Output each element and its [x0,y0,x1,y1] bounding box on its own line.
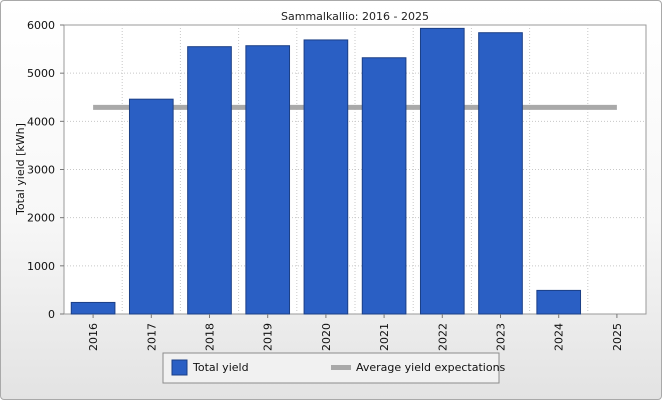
legend-label-average-yield: Average yield expectations [356,361,506,374]
bar-2017 [128,98,174,315]
x-tick-label: 2024 [553,323,566,351]
x-tick-label: 2021 [378,323,391,351]
chart-title: Sammalkallio: 2016 - 2025 [281,10,429,23]
bar-2022 [419,27,465,315]
legend-swatch-total-yield [171,359,188,376]
legend-swatch-average-yield [331,365,351,370]
y-tick-label: 3000 [27,164,55,177]
bar-2019 [245,45,291,315]
y-axis-label: Total yield [kWh] [14,123,27,216]
x-tick-label: 2018 [204,323,217,351]
bar-2023 [478,32,523,315]
x-tick-label: 2016 [87,323,100,351]
x-tick-label: 2022 [436,323,449,351]
bar-2020 [303,39,349,315]
x-tick-label: 2019 [262,323,275,351]
bar-2024 [536,289,582,315]
y-tick-label: 2000 [27,212,55,225]
x-tick-label: 2025 [611,323,624,351]
bar-2016 [70,301,116,315]
x-tick-labels: 2016 2017 2018 2019 2020 2021 2022 2023 2024 2025 [87,314,624,351]
y-tick-label: 1000 [27,260,55,273]
bar-2021 [361,57,407,315]
bars [70,27,582,315]
legend: Total yield Average yield expectations [162,352,506,384]
y-tick-label: 6000 [27,19,55,32]
y-tick-label: 0 [48,308,55,321]
bar-2018 [187,46,232,315]
y-tick-label: 4000 [27,115,55,128]
legend-label-total-yield: Total yield [192,361,249,374]
y-tick-labels: 0 1000 2000 3000 4000 5000 6000 [27,19,64,321]
x-tick-label: 2020 [320,323,333,351]
x-tick-label: 2017 [145,323,158,351]
y-tick-label: 5000 [27,67,55,80]
x-tick-label: 2023 [495,323,508,351]
